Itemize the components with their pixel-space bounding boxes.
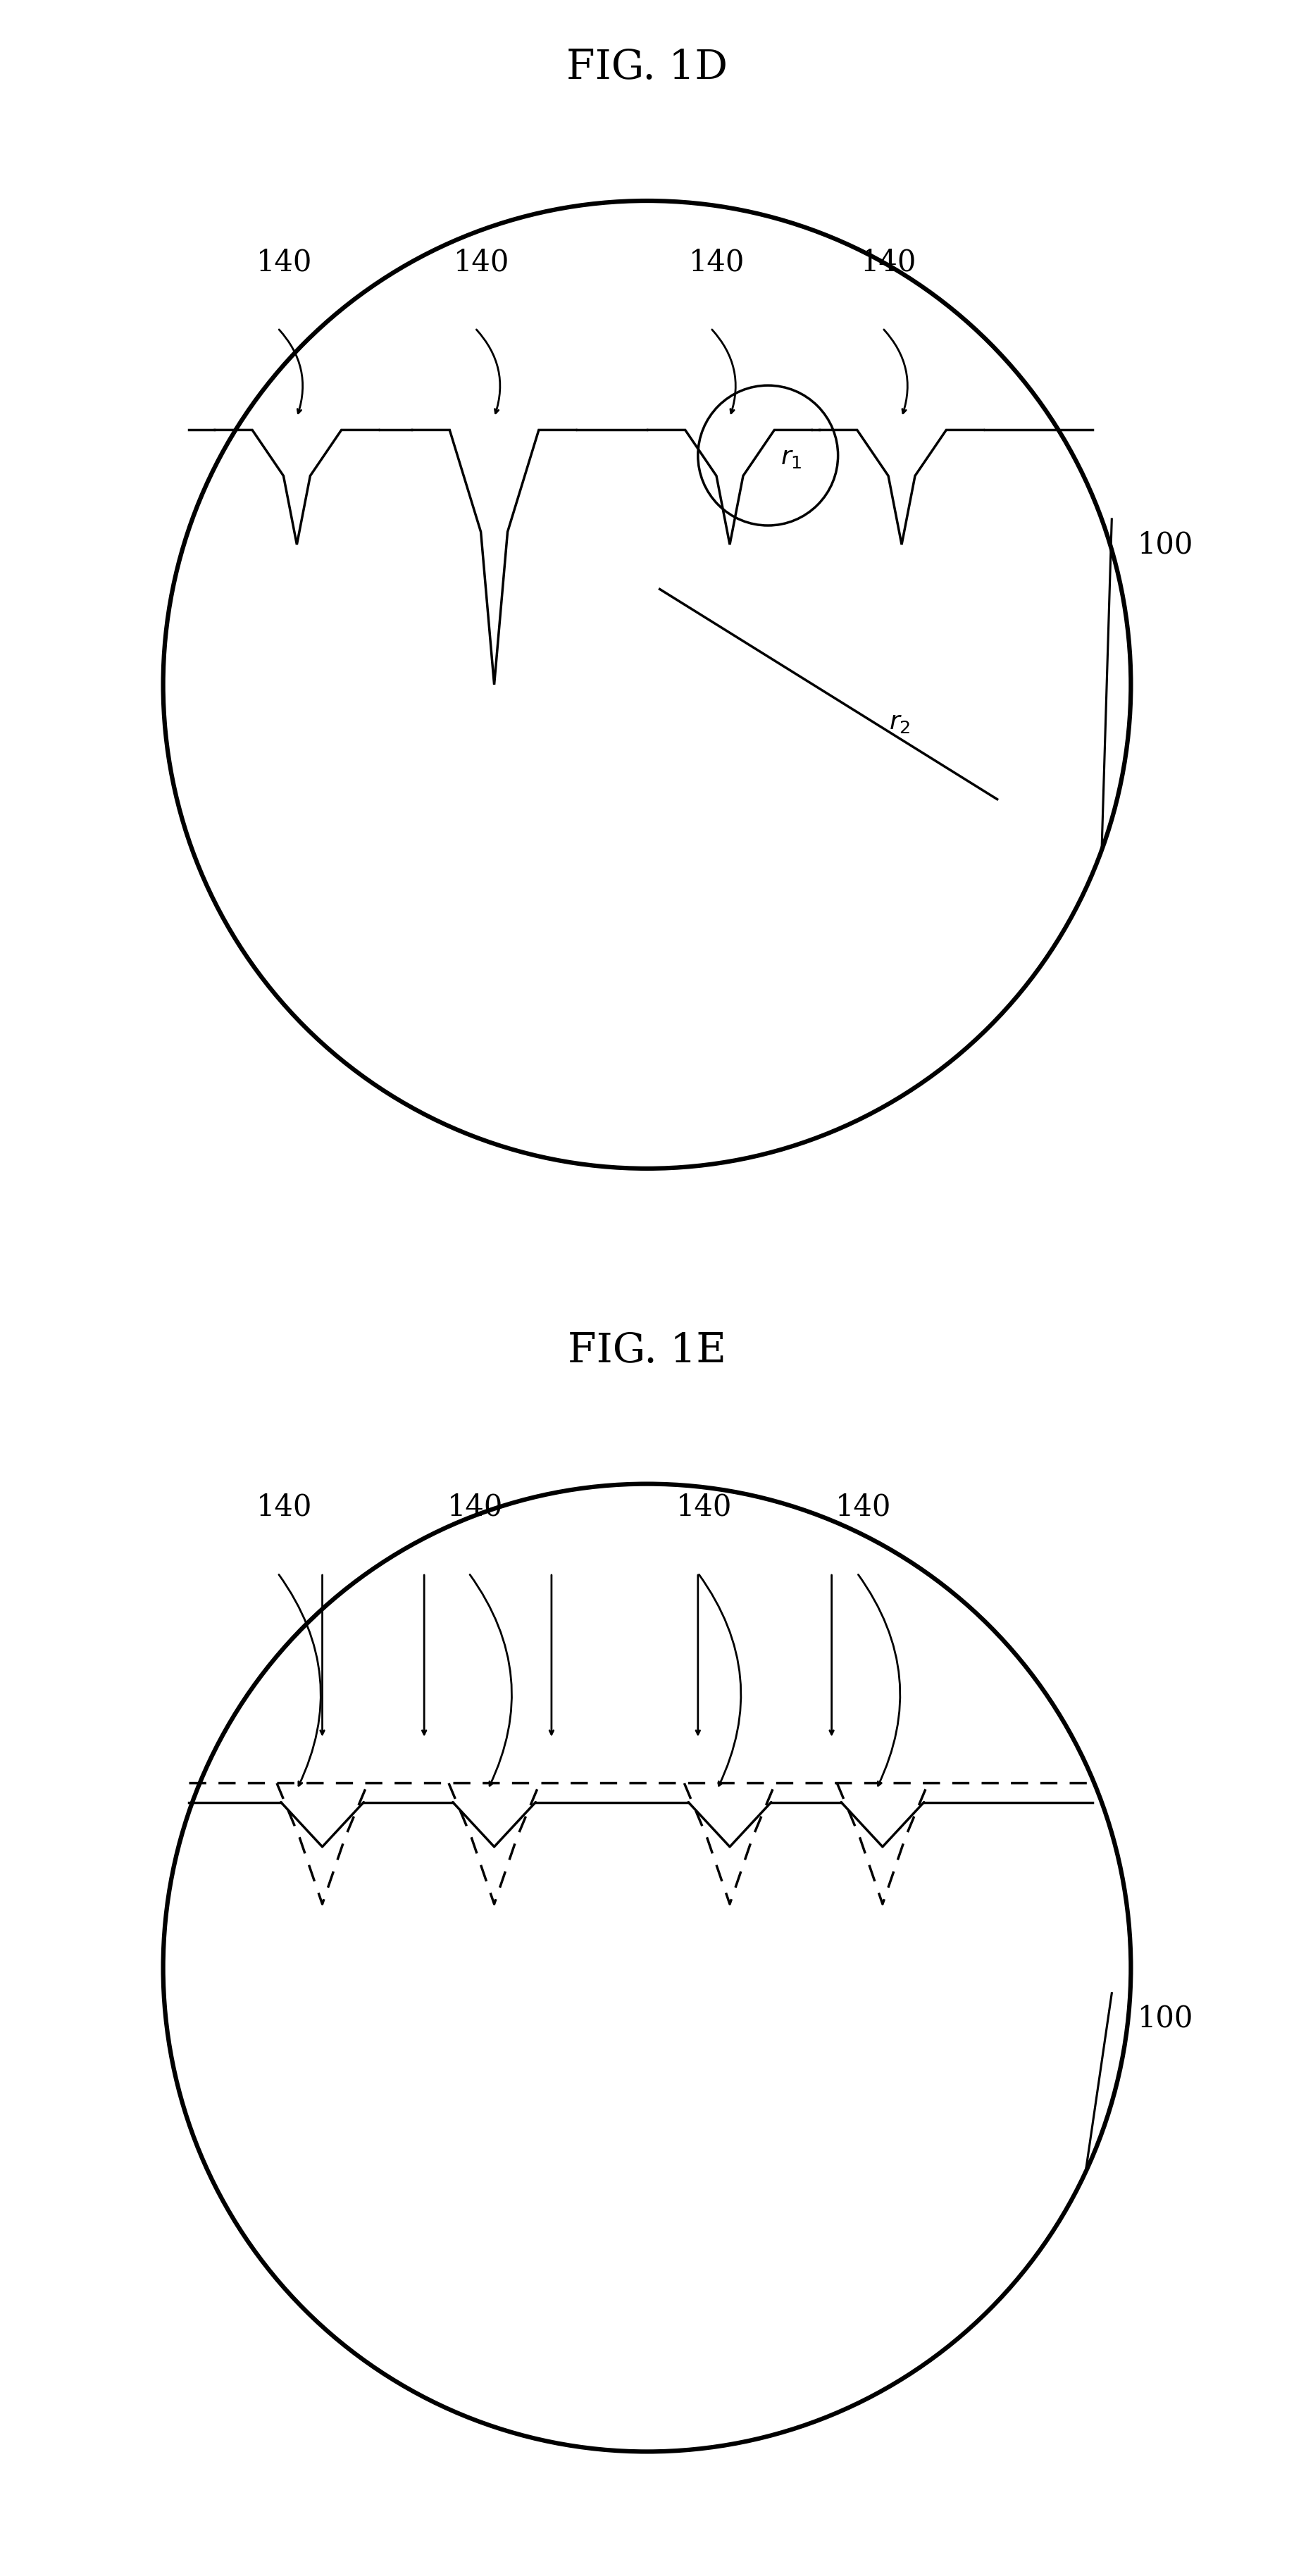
Text: 140: 140 (690, 247, 745, 278)
Text: $r_1$: $r_1$ (780, 446, 802, 469)
Text: 140: 140 (256, 1492, 312, 1522)
Text: 140: 140 (677, 1492, 732, 1522)
Text: 140: 140 (453, 247, 510, 278)
Text: 140: 140 (836, 1492, 892, 1522)
Text: 100: 100 (1137, 531, 1193, 559)
Text: FIG. 1D: FIG. 1D (567, 49, 727, 88)
Text: $r_2$: $r_2$ (889, 711, 911, 734)
Text: 140: 140 (861, 247, 917, 278)
Text: 140: 140 (256, 247, 312, 278)
Text: FIG. 1E: FIG. 1E (568, 1332, 726, 1370)
Text: 140: 140 (448, 1492, 503, 1522)
Text: 100: 100 (1137, 2004, 1193, 2032)
